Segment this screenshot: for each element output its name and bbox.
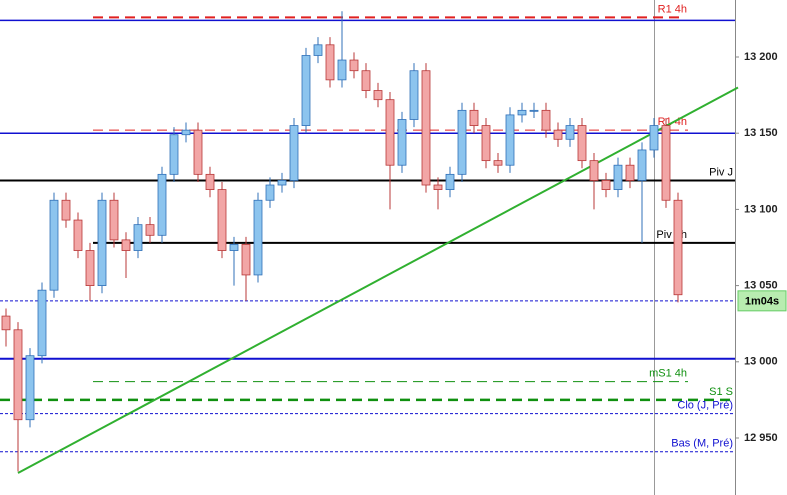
candle-body bbox=[481, 125, 491, 162]
candle-body bbox=[205, 173, 215, 190]
candle-body bbox=[277, 180, 287, 186]
candle-body bbox=[13, 329, 23, 421]
candle-body bbox=[565, 125, 575, 140]
candle-body bbox=[61, 199, 71, 221]
countdown-box bbox=[737, 290, 787, 312]
level-label: Piv 4h bbox=[656, 229, 687, 241]
candle-body bbox=[385, 99, 395, 166]
candle-body bbox=[433, 184, 443, 190]
candle-body bbox=[469, 109, 479, 126]
candle-body bbox=[97, 199, 107, 287]
candle-body bbox=[181, 129, 191, 136]
candle-body bbox=[421, 70, 431, 186]
candle-body bbox=[505, 114, 515, 166]
y-tick-label: 13 000 bbox=[744, 356, 778, 368]
candle-body bbox=[157, 173, 167, 236]
countdown-label: 1m04s bbox=[745, 296, 779, 308]
y-tick-label: 12 950 bbox=[744, 432, 778, 444]
level-label: mS1 4h bbox=[649, 368, 687, 380]
candle-body bbox=[457, 109, 467, 175]
candle-body bbox=[589, 160, 599, 181]
candle-body bbox=[169, 134, 179, 175]
candle-body bbox=[193, 129, 203, 175]
y-tick-label: 13 100 bbox=[744, 203, 778, 215]
candle-body bbox=[337, 59, 347, 81]
candle-body bbox=[613, 164, 623, 190]
candle-body bbox=[109, 199, 119, 241]
candle-body bbox=[229, 244, 239, 251]
candle-body bbox=[313, 44, 323, 56]
candle-body bbox=[577, 125, 587, 162]
candle-body bbox=[73, 219, 83, 251]
candle-body bbox=[673, 199, 683, 296]
candle-body bbox=[85, 250, 95, 287]
candle-body bbox=[133, 224, 143, 251]
candle-body bbox=[25, 355, 35, 421]
candle-body bbox=[145, 224, 155, 236]
y-tick-label: 13 050 bbox=[744, 280, 778, 292]
candle-body bbox=[529, 109, 539, 112]
candle-body bbox=[349, 59, 359, 72]
candle-body bbox=[409, 70, 419, 120]
candle-body bbox=[445, 173, 455, 190]
candle-body bbox=[637, 149, 647, 181]
candle-body bbox=[121, 239, 131, 251]
candle-body bbox=[649, 125, 659, 151]
level-label: Piv J bbox=[709, 166, 733, 178]
candle-body bbox=[325, 44, 335, 81]
candle-body bbox=[241, 244, 251, 276]
candle-body bbox=[301, 55, 311, 126]
level-label: S1 S bbox=[709, 386, 733, 398]
candle-body bbox=[661, 125, 671, 201]
candle-body bbox=[1, 315, 11, 331]
candle-body bbox=[397, 119, 407, 166]
candle-body bbox=[553, 129, 563, 140]
candle-body bbox=[49, 199, 59, 291]
level-label: Clo (J, Pré) bbox=[677, 400, 733, 412]
candle-body bbox=[493, 160, 503, 166]
trend-line bbox=[17, 86, 739, 474]
candle-body bbox=[541, 109, 551, 131]
y-tick-label: 13 150 bbox=[744, 127, 778, 139]
candle-body bbox=[361, 70, 371, 91]
candle-body bbox=[601, 180, 611, 190]
candle-body bbox=[37, 289, 47, 357]
level-label: Bas (M, Pré) bbox=[671, 438, 733, 450]
candle-body bbox=[625, 164, 635, 181]
y-tick-label: 13 200 bbox=[744, 51, 778, 63]
candle-body bbox=[373, 90, 383, 101]
candle-body bbox=[265, 184, 275, 201]
candle-body bbox=[289, 125, 299, 181]
candle-body bbox=[517, 109, 527, 116]
candle-body bbox=[217, 189, 227, 251]
level-label: R1 4h bbox=[658, 3, 687, 15]
candle-body bbox=[253, 199, 263, 276]
